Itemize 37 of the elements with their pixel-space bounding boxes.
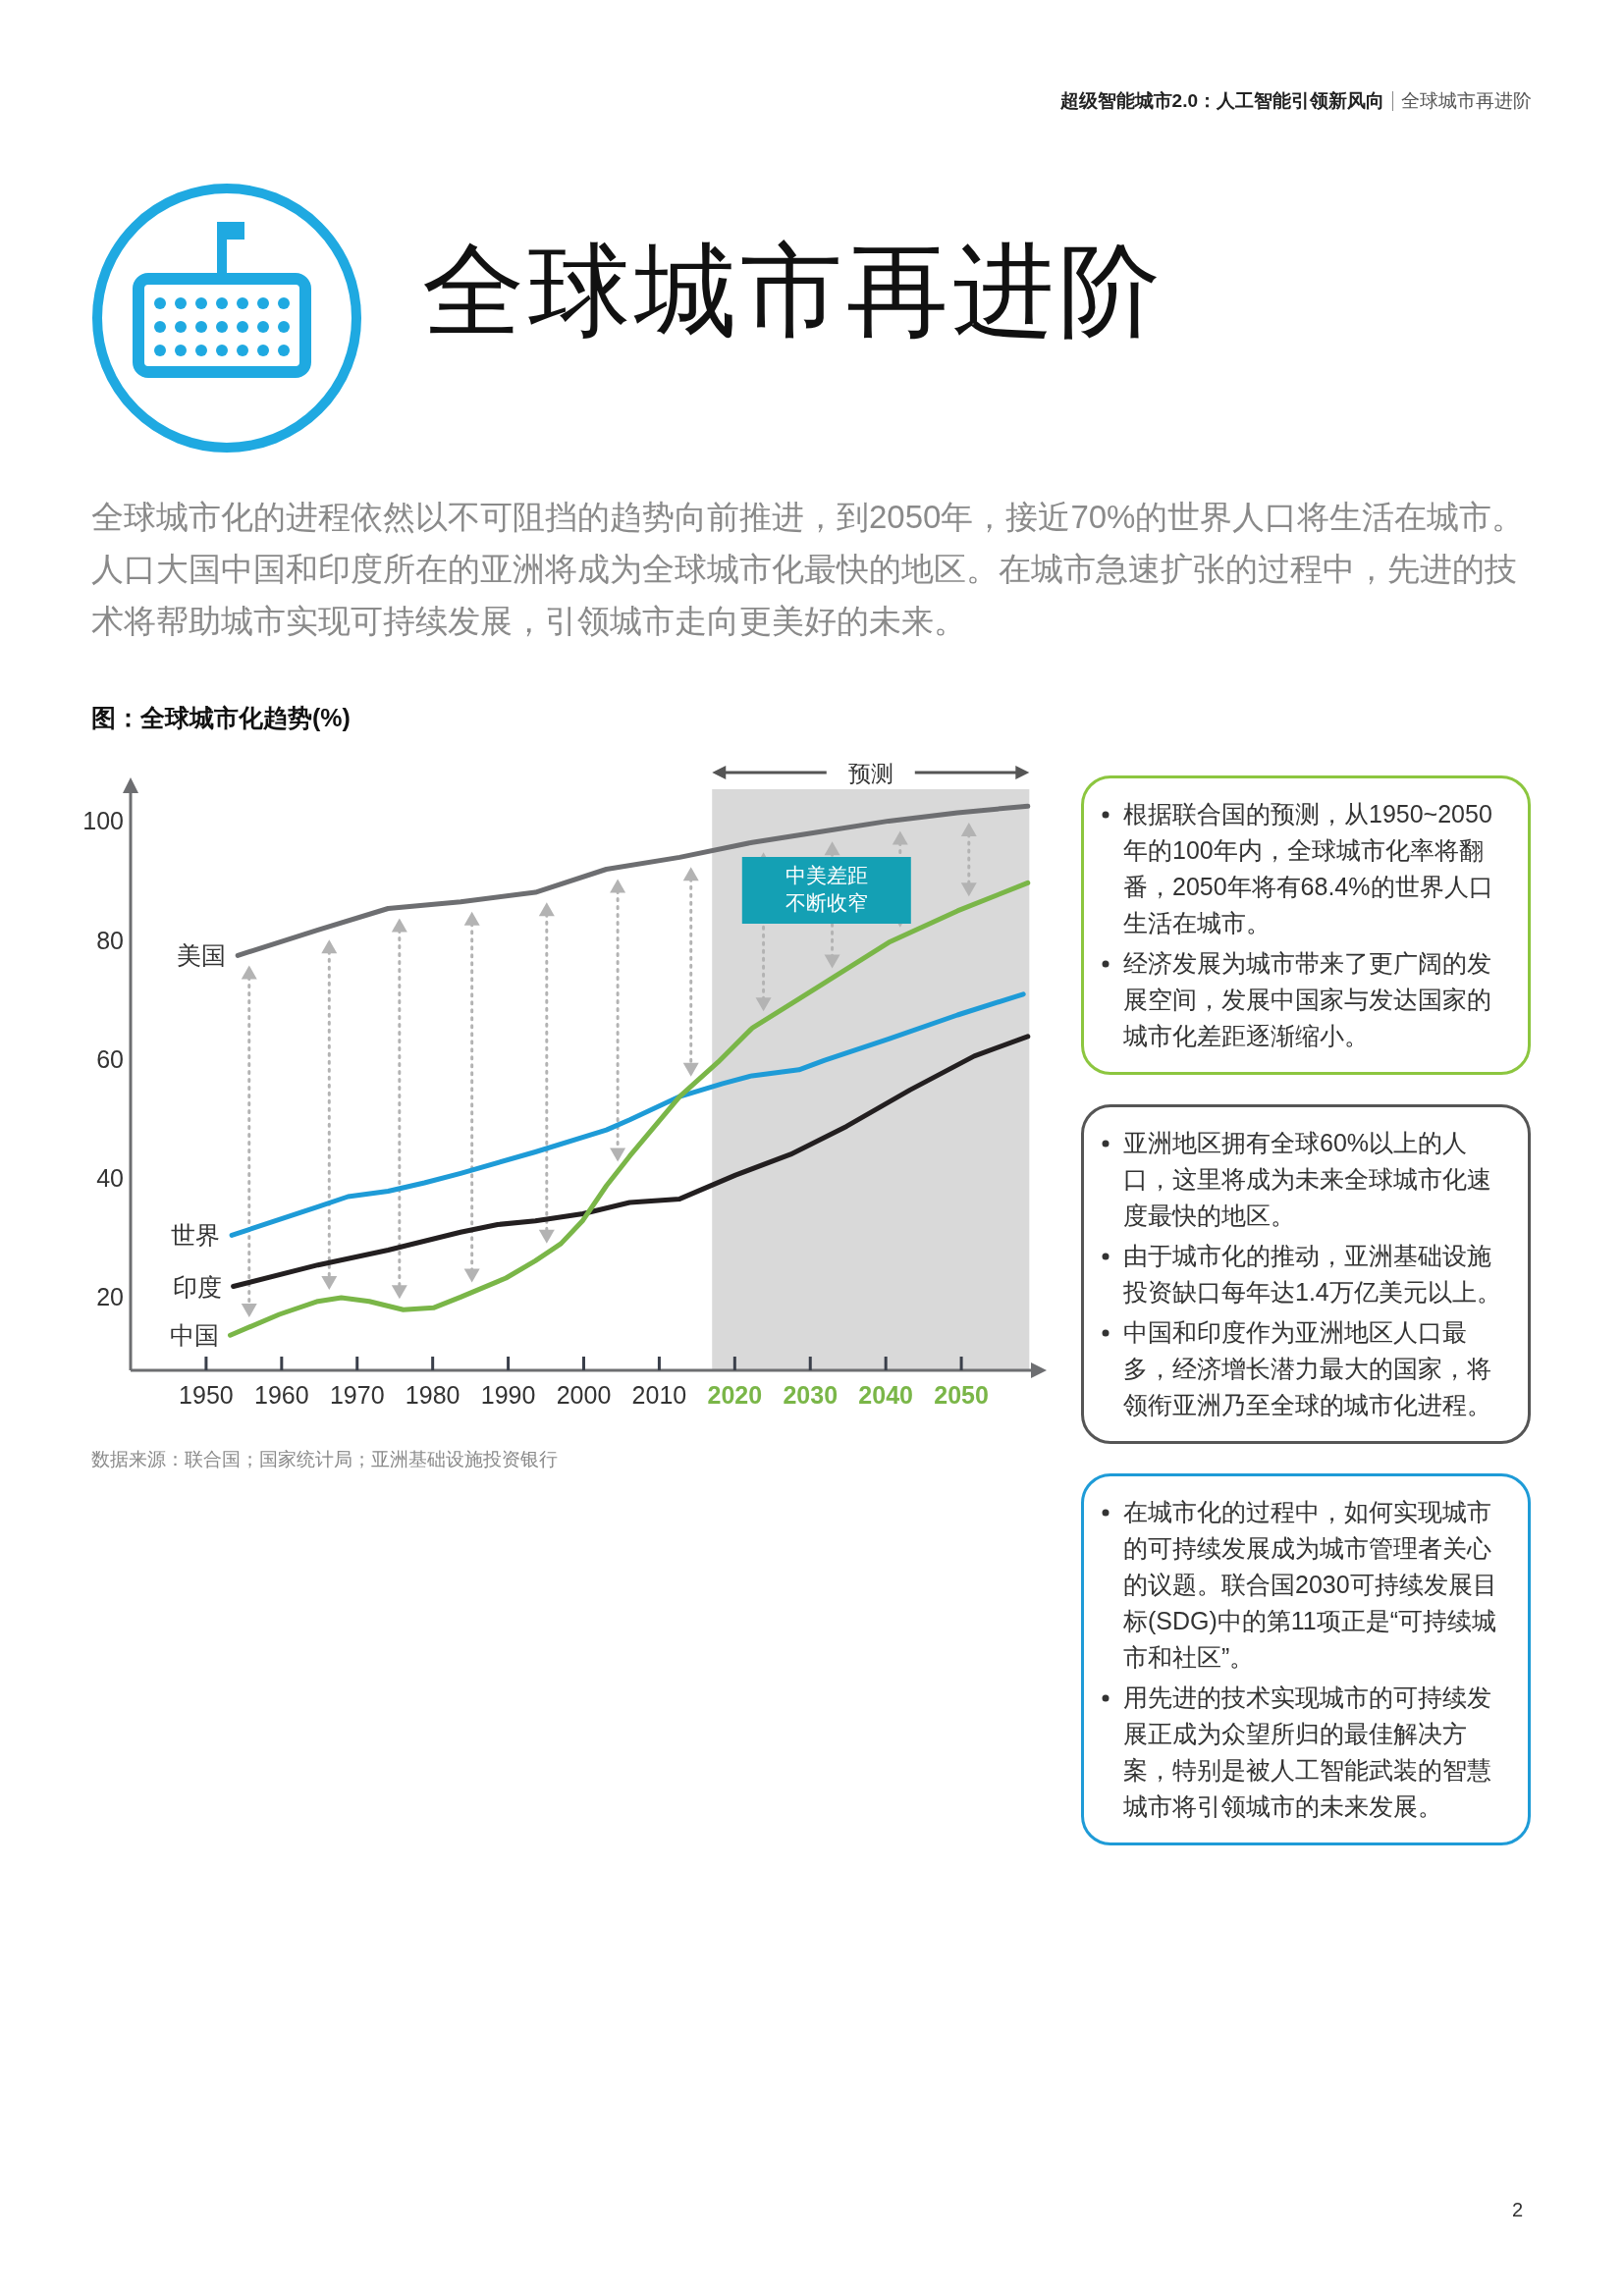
y-tick-label: 80 bbox=[96, 926, 124, 954]
x-tick-label: 2040 bbox=[858, 1381, 913, 1409]
text: 根据联合国的预测，从1950~2050年的100年内，全球城市化率将翻番，2050年将有68.4%的世界人口生活在城市。 bbox=[1123, 800, 1493, 936]
text: 全球城市再进阶 bbox=[422, 233, 1164, 349]
text: 经济发展为城市带来了更广阔的发展空间，发展中国家与发达国家的城市化差距逐渐缩小。 bbox=[1123, 949, 1491, 1049]
text: 全球城市再进阶 bbox=[1401, 89, 1532, 113]
x-tick-label: 1990 bbox=[480, 1381, 536, 1409]
annotation: 中美差距 bbox=[785, 864, 868, 886]
text: 用先进的技术实现城市的可持续发展正成为众望所归的最佳解决方案，特别是被人工智能武装的智慧城市将引领城市的未来发展。 bbox=[1123, 1683, 1491, 1820]
text: 由于城市化的推动，亚洲基础设施投资缺口每年达1.4万亿美元以上。 bbox=[1123, 1242, 1501, 1306]
text: 超级智能城市2.0：人工智能引领新风向 bbox=[1059, 89, 1384, 113]
x-tick-label: 1960 bbox=[254, 1381, 309, 1409]
series-label: 美国 bbox=[177, 941, 227, 970]
y-tick-label: 40 bbox=[96, 1164, 124, 1193]
series-label: 世界 bbox=[171, 1221, 221, 1250]
series-label: 印度 bbox=[172, 1272, 222, 1301]
x-tick-label: 2010 bbox=[631, 1381, 687, 1409]
x-tick-label: 1950 bbox=[179, 1381, 234, 1409]
text: 中国和印度作为亚洲地区人口最多，经济增长潜力最大的国家，将领衔亚洲乃至全球的城市化进程。 bbox=[1123, 1318, 1491, 1418]
text: 在城市化的过程中，如何实现城市的可持续发展成为城市管理者关心的议题。联合国2030可持续发展目标(SDG)中的第11项正是“可持续城市和社区”。 bbox=[1123, 1498, 1497, 1671]
y-tick-label: 100 bbox=[82, 807, 124, 835]
annotation: 不断收窄 bbox=[785, 891, 868, 914]
y-tick-label: 20 bbox=[96, 1283, 124, 1311]
band-label: 预测 bbox=[847, 761, 893, 786]
x-tick-label: 1970 bbox=[329, 1381, 385, 1409]
x-tick-label: 2050 bbox=[934, 1381, 989, 1409]
text: 亚洲地区拥有全球60%以上的人口，这里将成为未来全球城市化速度最快的地区。 bbox=[1123, 1129, 1491, 1229]
text: 2 bbox=[1512, 2199, 1524, 2221]
x-tick-label: 2020 bbox=[707, 1381, 763, 1409]
source-note: 数据来源：联合国；国家统计局；亚洲基础设施投资银行 bbox=[91, 1449, 558, 1469]
x-tick-label: 1980 bbox=[405, 1381, 460, 1409]
series-label: 中国 bbox=[169, 1321, 219, 1350]
y-tick-label: 60 bbox=[96, 1044, 124, 1073]
chart-title: 图：全球城市化趋势(%) bbox=[91, 704, 351, 731]
x-tick-label: 2000 bbox=[556, 1381, 612, 1409]
x-tick-label: 2030 bbox=[783, 1381, 839, 1409]
text: 全球城市化的进程依然以不可阻挡的趋势向前推进，到2050年，接近70%的世界人口将生活在城市。人口大国中国和印度所在的亚洲将成为全球城市化最快的地区。在城市急速扩张的过程中，先进的技术将帮助城市实现可持续发展，引领城市走向更美好的未来。 bbox=[91, 498, 1526, 641]
